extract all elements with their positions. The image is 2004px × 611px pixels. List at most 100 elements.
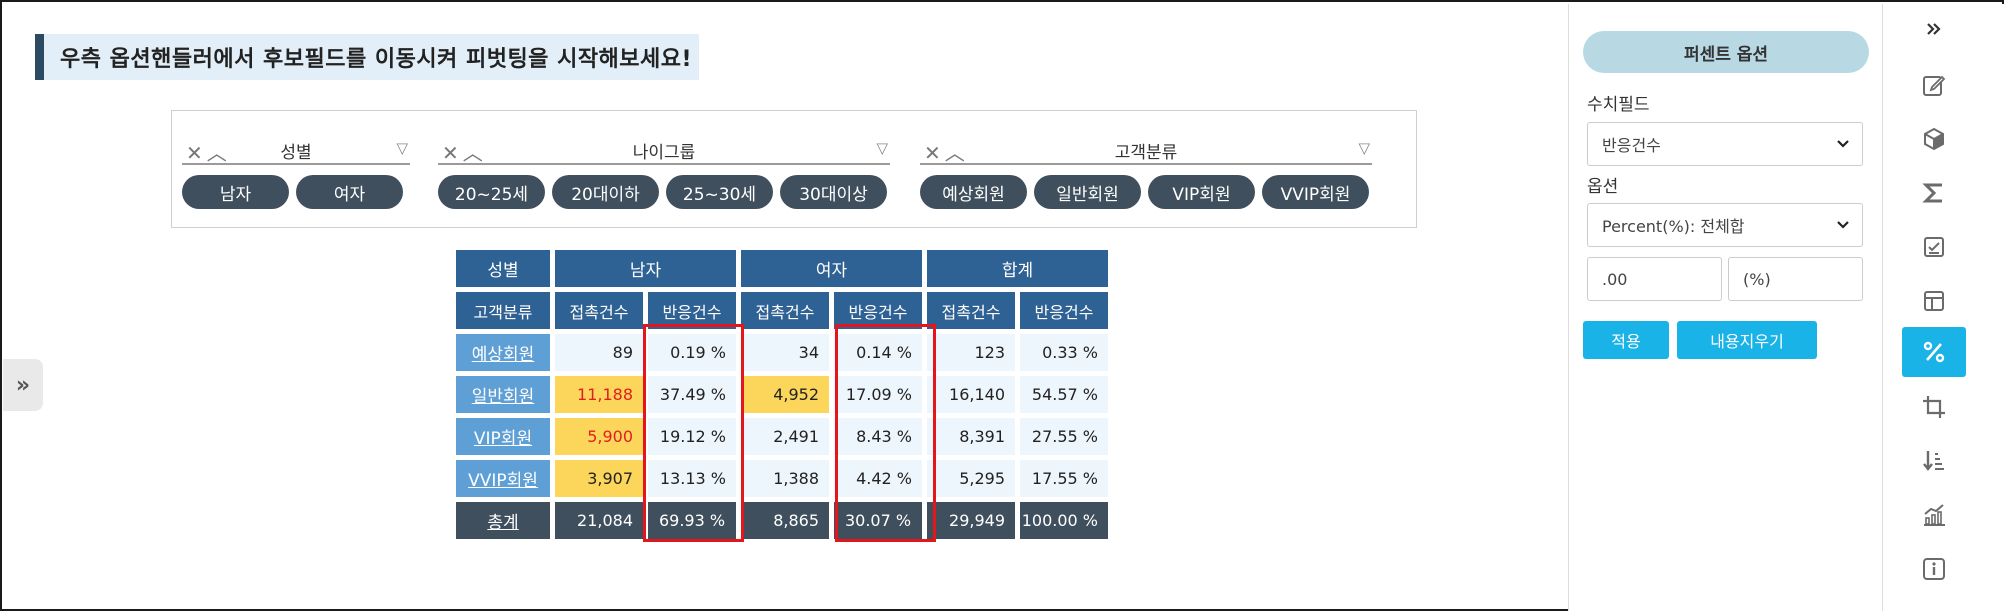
table-cell: 27.55 % (1020, 418, 1108, 455)
total-row-header-link[interactable]: 총계 (456, 502, 550, 539)
filter-group-age: ✕ ︿ 나이그룹 ▽ 20~25세 20대이하 25~30세 30대이상 (438, 133, 890, 209)
cube-icon[interactable] (1902, 114, 1966, 164)
option-label: 옵션 (1587, 177, 1619, 197)
table-cell: 0.14 % (834, 334, 922, 371)
filter-chip[interactable]: VIP회원 (1148, 175, 1255, 209)
row-header-link[interactable]: 예상회원 (456, 334, 550, 371)
total-cell: 21,084 (555, 502, 643, 539)
filter-chips: 예상회원 일반회원 VIP회원 VVIP회원 (920, 175, 1372, 209)
sigma-icon[interactable] (1902, 168, 1966, 218)
row-header-link[interactable]: VIP회원 (456, 418, 550, 455)
sub-header: 접촉건수 (741, 292, 829, 329)
filter-chip[interactable]: 20대이하 (552, 175, 659, 209)
filter-funnel-icon[interactable]: ▽ (396, 139, 408, 157)
table-cell: 37.49 % (648, 376, 736, 413)
highlighted-cell: 3,907 (555, 460, 643, 497)
chevron-down-icon (1836, 215, 1850, 239)
filter-funnel-icon[interactable]: ▽ (876, 139, 888, 157)
table-cell: 8.43 % (834, 418, 922, 455)
value-field-select-value: 반응건수 (1602, 136, 1661, 155)
table-cell: 17.55 % (1020, 460, 1108, 497)
total-cell: 8,865 (741, 502, 829, 539)
sub-header: 접촉건수 (555, 292, 643, 329)
filter-title: 나이그룹 (632, 143, 696, 163)
banner-text: 우측 옵션핸들러에서 후보필드를 이동시켜 피벗팅을 시작해보세요! (60, 47, 693, 72)
clear-content-button[interactable]: 내용지우기 (1677, 321, 1817, 359)
collapse-icon[interactable]: ︿ (206, 141, 227, 165)
remove-field-icon[interactable]: ✕ (186, 141, 203, 165)
group-header: 합계 (927, 250, 1108, 287)
sub-header-row: 고객분류 접촉건수 반응건수 접촉건수 반응건수 접촉건수 반응건수 (456, 292, 1108, 329)
option-panel: 퍼센트 옵션 수치필드 반응건수 옵션 Percent(%): 전체합 .00 … (1568, 4, 1882, 611)
chevrons-right-icon[interactable] (1902, 4, 1966, 54)
group-header-row: 성별 남자 여자 합계 (456, 250, 1108, 287)
filter-chip[interactable]: 25~30세 (666, 175, 773, 209)
sort-icon[interactable] (1902, 436, 1966, 486)
corner-header-gender: 성별 (456, 250, 550, 287)
row-header-link[interactable]: 일반회원 (456, 376, 550, 413)
sub-header: 반응건수 (1020, 292, 1108, 329)
sub-header: 접촉건수 (927, 292, 1015, 329)
filter-funnel-icon[interactable]: ▽ (1358, 139, 1370, 157)
remove-field-icon[interactable]: ✕ (442, 141, 459, 165)
collapse-icon[interactable]: ︿ (944, 141, 965, 165)
total-cell: 29,949 (927, 502, 1015, 539)
table-cell: 13.13 % (648, 460, 736, 497)
filter-area: ✕ ︿ 성별 ▽ 남자 여자 ✕ ︿ 나이그룹 ▽ 20~25세 20대이하 25~… (171, 110, 1417, 228)
pivot-table: 성별 남자 여자 합계 고객분류 접촉건수 반응건수 접촉건수 반응건수 접촉건… (451, 245, 1113, 544)
table-cell: 19.12 % (648, 418, 736, 455)
checklist-icon[interactable] (1902, 222, 1966, 272)
total-cell: 100.00 % (1020, 502, 1108, 539)
group-header: 남자 (555, 250, 736, 287)
table-cell: 0.19 % (648, 334, 736, 371)
table-cell: 54.57 % (1020, 376, 1108, 413)
filter-chip[interactable]: 30대이상 (780, 175, 887, 209)
filter-chip[interactable]: VVIP회원 (1262, 175, 1369, 209)
suffix-input[interactable]: (%) (1728, 257, 1863, 301)
collapse-icon[interactable]: ︿ (462, 141, 483, 165)
table-cell: 34 (741, 334, 829, 371)
chevron-down-icon (1836, 134, 1850, 158)
sub-header: 반응건수 (648, 292, 736, 329)
filter-chip[interactable]: 일반회원 (1034, 175, 1141, 209)
filter-chip[interactable]: 여자 (296, 175, 403, 209)
filter-chip[interactable]: 남자 (182, 175, 289, 209)
table-cell: 1,388 (741, 460, 829, 497)
filter-chip[interactable]: 20~25세 (438, 175, 545, 209)
percent-icon[interactable] (1902, 327, 1966, 377)
filter-header: ✕ ︿ 성별 ▽ (182, 133, 410, 165)
table-row: VIP회원 5,900 19.12 % 2,491 8.43 % 8,391 2… (456, 418, 1108, 455)
highlighted-cell: 5,900 (555, 418, 643, 455)
table-cell: 89 (555, 334, 643, 371)
total-row: 총계 21,084 69.93 % 8,865 30.07 % 29,949 1… (456, 502, 1108, 539)
filter-header: ✕ ︿ 고객분류 ▽ (920, 133, 1372, 165)
info-icon[interactable] (1902, 544, 1966, 594)
table-row: VVIP회원 3,907 13.13 % 1,388 4.42 % 5,295 … (456, 460, 1108, 497)
highlighted-cell: 11,188 (555, 376, 643, 413)
filter-chips: 남자 여자 (182, 175, 410, 209)
table-cell: 4.42 % (834, 460, 922, 497)
percent-option-select[interactable]: Percent(%): 전체합 (1587, 203, 1863, 247)
table-cell: 5,295 (927, 460, 1015, 497)
apply-button[interactable]: 적용 (1583, 321, 1669, 359)
table-cell: 0.33 % (1020, 334, 1108, 371)
filter-chip[interactable]: 예상회원 (920, 175, 1027, 209)
table-cell: 17.09 % (834, 376, 922, 413)
field-label: 수치필드 (1587, 95, 1650, 115)
edit-icon[interactable] (1902, 60, 1966, 110)
row-header-link[interactable]: VVIP회원 (456, 460, 550, 497)
total-cell: 69.93 % (648, 502, 736, 539)
chart-icon[interactable] (1902, 490, 1966, 540)
sub-header: 반응건수 (834, 292, 922, 329)
value-field-select[interactable]: 반응건수 (1587, 122, 1863, 166)
remove-field-icon[interactable]: ✕ (924, 141, 941, 165)
filter-header: ✕ ︿ 나이그룹 ▽ (438, 133, 890, 165)
table-cell: 123 (927, 334, 1015, 371)
corner-header-customer: 고객분류 (456, 292, 550, 329)
instruction-banner: 우측 옵션핸들러에서 후보필드를 이동시켜 피벗팅을 시작해보세요! (35, 34, 699, 80)
decimal-format-input[interactable]: .00 (1587, 257, 1722, 301)
filter-group-gender: ✕ ︿ 성별 ▽ 남자 여자 (182, 133, 410, 209)
layout-icon[interactable] (1902, 276, 1966, 326)
expand-left-panel-button[interactable]: » (3, 359, 43, 411)
crop-icon[interactable] (1902, 382, 1966, 432)
